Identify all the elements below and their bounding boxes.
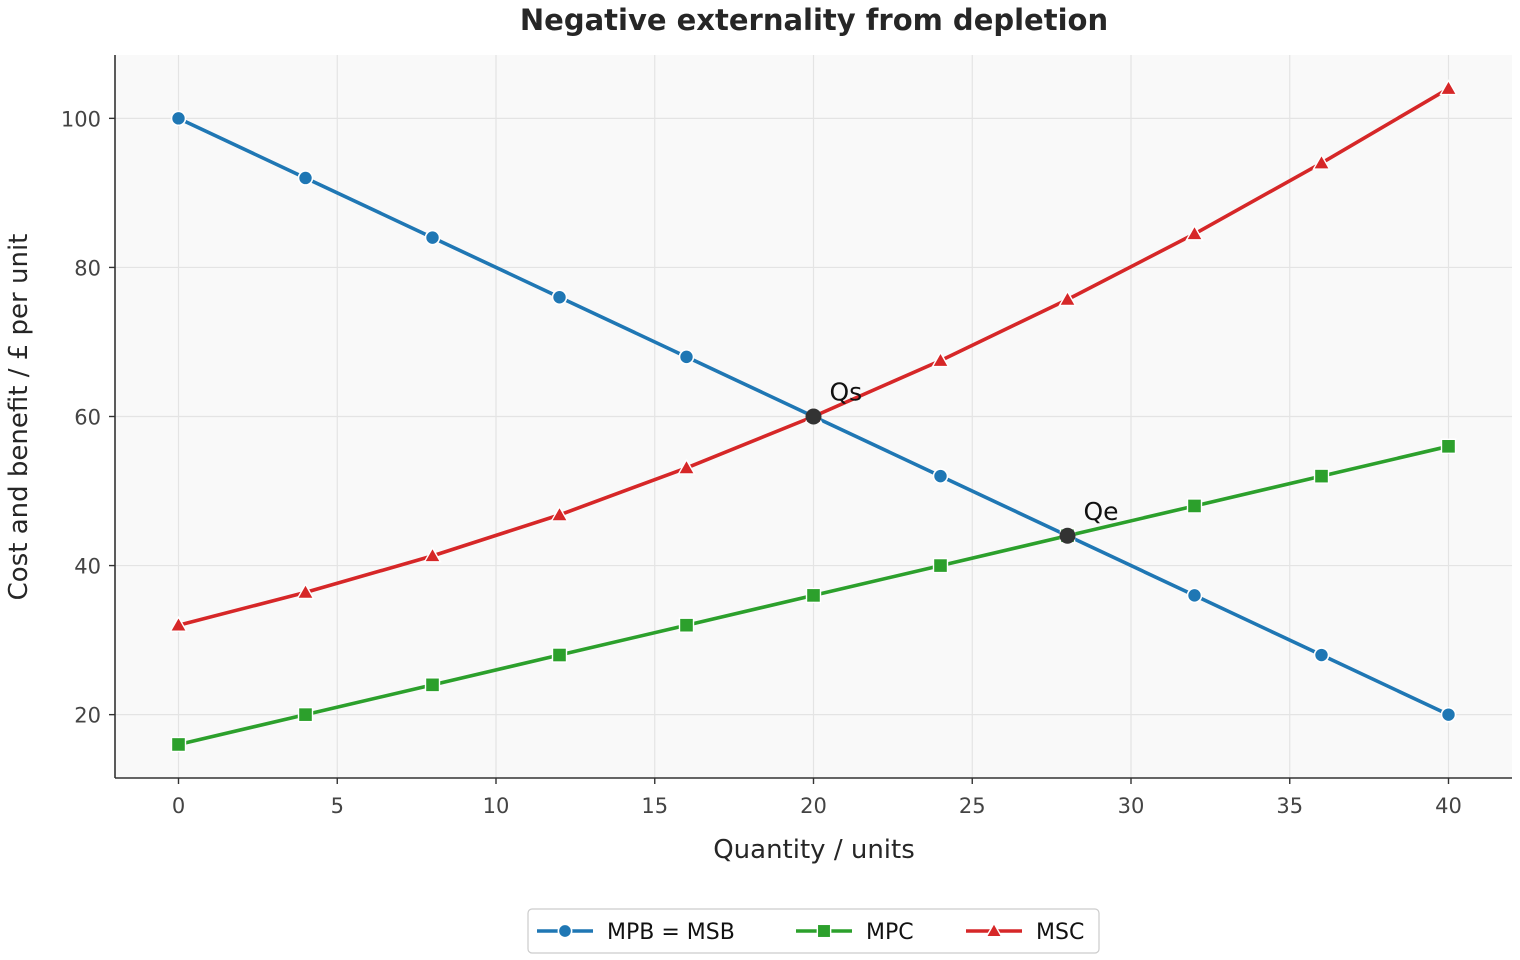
x-tick-label: 35 (1276, 794, 1303, 818)
data-point (931, 351, 950, 368)
data-point (1186, 587, 1203, 604)
legend-item: MPB = MSB (537, 920, 735, 945)
x-tick-label: 0 (172, 794, 185, 818)
x-tick-label: 30 (1118, 794, 1145, 818)
data-point (1058, 290, 1077, 307)
data-point (550, 505, 569, 522)
legend-label: MSC (1036, 920, 1084, 945)
data-point (1313, 468, 1330, 484)
y-tick-label: 100 (61, 107, 101, 131)
legend-marker (985, 921, 1003, 938)
legend-label: MPB = MSB (607, 920, 735, 945)
x-tick-label: 20 (800, 794, 827, 818)
data-point (170, 110, 187, 127)
y-tick-label: 40 (74, 555, 101, 579)
y-tick-label: 80 (74, 256, 101, 280)
data-point (551, 289, 568, 306)
ticks: 0 5 10 15 20 25 30 35 40 20 40 60 80 100 (61, 107, 1462, 818)
y-tick-label: 20 (74, 704, 101, 728)
data-point (170, 736, 187, 753)
data-point (678, 617, 695, 633)
data-point (1313, 647, 1330, 663)
data-point (932, 557, 949, 574)
legend-item: MSC (966, 920, 1084, 945)
data-point (1440, 706, 1457, 723)
data-point (1440, 438, 1457, 455)
x-tick-label: 40 (1435, 794, 1462, 818)
data-point (296, 582, 315, 600)
data-point (424, 229, 441, 246)
data-point (551, 647, 568, 663)
legend-item: MPC (796, 920, 914, 945)
chart-title: Negative externality from depletion (520, 3, 1108, 37)
data-point (424, 677, 441, 693)
x-tick-label: 5 (331, 794, 344, 818)
annotation-label: Qe (1084, 497, 1119, 526)
grid (115, 55, 1512, 778)
legend-label: MPC (866, 920, 914, 945)
legend-marker (816, 923, 832, 939)
equilibrium-point (805, 408, 822, 425)
data-point (1185, 224, 1204, 241)
data-point (805, 587, 822, 604)
data-point (932, 468, 949, 484)
annotations: Qs Qe (805, 378, 1119, 544)
x-tick-label: 10 (483, 794, 510, 818)
y-axis-label: Cost and benefit / £ per unit (4, 234, 34, 601)
data-point (1439, 79, 1458, 96)
data-point (677, 458, 696, 475)
data-point (297, 170, 314, 186)
y-tick-label: 60 (74, 406, 101, 430)
data-point (678, 349, 695, 365)
x-tick-label: 15 (641, 794, 668, 818)
data-point (297, 706, 314, 723)
legend: MPB = MSB MPC MSC (527, 908, 1100, 954)
x-tick-label: 25 (959, 794, 986, 818)
annotation-label: Qs (830, 378, 863, 407)
x-axis-label: Quantity / units (713, 835, 915, 865)
data-point (169, 615, 188, 632)
data-point (1312, 153, 1331, 170)
equilibrium-point (1059, 527, 1076, 544)
data-point (1186, 498, 1203, 514)
legend-marker (557, 923, 573, 939)
data-point (423, 546, 442, 563)
